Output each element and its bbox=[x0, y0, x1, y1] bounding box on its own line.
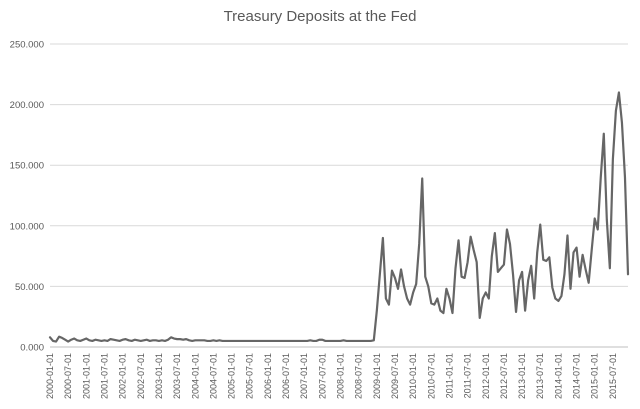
x-tick-label: 2001-01-01 bbox=[81, 353, 91, 399]
x-tick-label: 2010-01-01 bbox=[408, 353, 418, 399]
x-tick-label: 2013-07-01 bbox=[535, 353, 545, 399]
x-tick-label: 2001-07-01 bbox=[99, 353, 109, 399]
x-tick-label: 2007-07-01 bbox=[317, 353, 327, 399]
y-tick-label: 150.000 bbox=[10, 161, 44, 172]
x-tick-label: 2013-01-01 bbox=[517, 353, 527, 399]
chart-title: Treasury Deposits at the Fed bbox=[223, 8, 417, 25]
x-tick-label: 2011-01-01 bbox=[444, 353, 454, 398]
y-tick-label: 200.000 bbox=[10, 100, 44, 111]
x-tick-label: 2005-01-01 bbox=[227, 353, 237, 399]
x-tick-label: 2010-07-01 bbox=[426, 353, 436, 399]
y-tick-label: 100.000 bbox=[10, 221, 44, 232]
x-tick-label: 2014-07-01 bbox=[572, 353, 582, 399]
x-tick-label: 2002-01-01 bbox=[118, 353, 128, 399]
y-axis-ticks: 0.000 50.000 100.000 150.000 200.000 250.000 bbox=[10, 40, 44, 354]
x-tick-label: 2004-07-01 bbox=[208, 353, 218, 399]
x-tick-label: 2003-01-01 bbox=[154, 353, 164, 399]
x-axis-ticks: 2000-01-01 2000-07-01 2001-01-01 2001-07-01… bbox=[45, 353, 618, 399]
x-tick-label: 2008-01-01 bbox=[336, 353, 346, 399]
x-tick-label: 2008-07-01 bbox=[354, 353, 364, 399]
x-tick-label: 2012-07-01 bbox=[499, 353, 509, 399]
x-tick-label: 2006-07-01 bbox=[281, 353, 291, 399]
x-tick-label: 2007-01-01 bbox=[299, 353, 309, 399]
series-layer bbox=[48, 91, 630, 343]
x-tick-label: 2002-07-01 bbox=[136, 353, 146, 399]
x-tick-label: 2009-07-01 bbox=[390, 353, 400, 399]
x-tick-label: 2015-01-01 bbox=[590, 353, 600, 399]
y-tick-label: 50.000 bbox=[15, 282, 44, 293]
x-tick-label: 2014-01-01 bbox=[553, 353, 563, 399]
x-tick-label: 2003-07-01 bbox=[172, 353, 182, 399]
x-tick-label: 2006-01-01 bbox=[263, 353, 273, 399]
x-tick-label: 2015-07-01 bbox=[608, 353, 618, 399]
y-tick-label: 0.000 bbox=[20, 343, 44, 354]
x-tick-label: 2012-01-01 bbox=[481, 353, 491, 399]
x-tick-label: 2004-01-01 bbox=[190, 353, 200, 399]
x-tick-label: 2011-07-01 bbox=[463, 353, 473, 398]
x-tick-label: 2000-01-01 bbox=[45, 353, 55, 399]
x-tick-label: 2005-07-01 bbox=[245, 353, 255, 399]
series-line bbox=[48, 91, 630, 343]
grid-layer bbox=[50, 43, 628, 348]
x-tick-label: 2009-01-01 bbox=[372, 353, 382, 399]
y-tick-label: 250.000 bbox=[10, 40, 44, 51]
x-tick-label: 2000-07-01 bbox=[63, 353, 73, 399]
